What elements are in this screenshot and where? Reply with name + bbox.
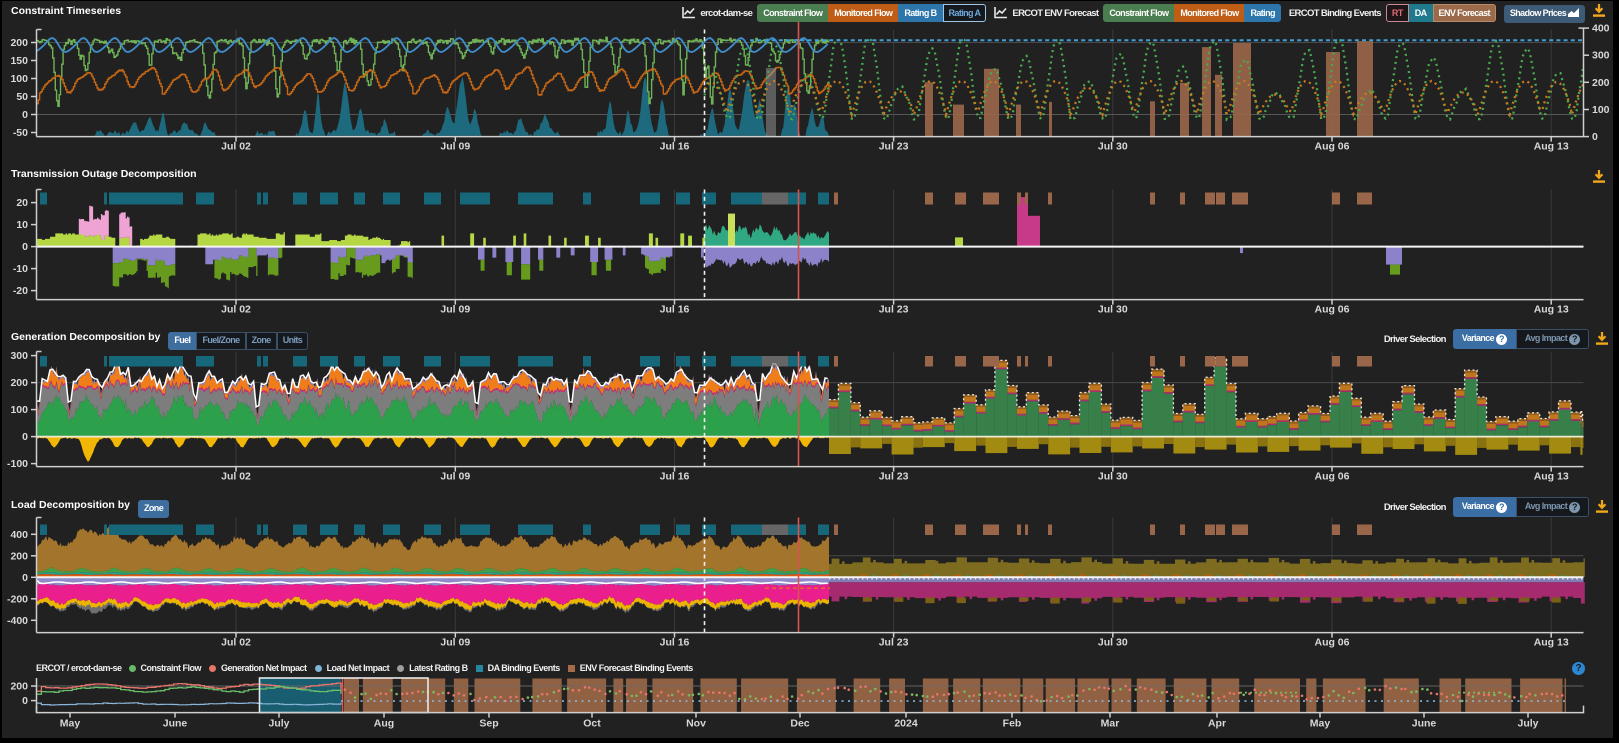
svg-text:Jul 02: Jul 02 — [221, 471, 251, 483]
svg-text:Jul 09: Jul 09 — [440, 141, 470, 153]
svg-text:0: 0 — [1592, 131, 1598, 143]
svg-text:Aug 06: Aug 06 — [1314, 637, 1349, 649]
svg-text:Jul 16: Jul 16 — [660, 141, 690, 153]
svg-text:Jul 30: Jul 30 — [1098, 637, 1128, 649]
svg-text:Aug: Aug — [374, 718, 394, 730]
svg-text:-10: -10 — [13, 263, 28, 275]
svg-text:0: 0 — [22, 431, 28, 443]
svg-text:Jul 09: Jul 09 — [440, 304, 470, 316]
svg-text:Aug 06: Aug 06 — [1314, 471, 1349, 483]
svg-text:200: 200 — [1592, 77, 1610, 89]
svg-text:0: 0 — [22, 241, 28, 253]
svg-text:10: 10 — [16, 219, 28, 231]
svg-text:Jul 02: Jul 02 — [221, 141, 251, 153]
svg-text:Sep: Sep — [479, 718, 498, 730]
svg-text:Aug 13: Aug 13 — [1534, 637, 1569, 649]
svg-text:Jul 23: Jul 23 — [879, 141, 909, 153]
svg-text:Jul 02: Jul 02 — [221, 304, 251, 316]
svg-text:200: 200 — [10, 550, 28, 562]
svg-text:Aug 13: Aug 13 — [1534, 141, 1569, 153]
svg-text:Oct: Oct — [583, 718, 601, 730]
svg-text:June: June — [1412, 718, 1437, 730]
svg-text:200: 200 — [10, 37, 28, 49]
svg-text:100: 100 — [1592, 104, 1610, 116]
svg-text:Jul 30: Jul 30 — [1098, 471, 1128, 483]
svg-text:Jul 30: Jul 30 — [1098, 304, 1128, 316]
svg-text:50: 50 — [16, 91, 28, 103]
svg-text:Dec: Dec — [790, 718, 809, 730]
svg-text:Aug 06: Aug 06 — [1314, 304, 1349, 316]
svg-text:Jul 16: Jul 16 — [660, 304, 690, 316]
svg-text:Jul 09: Jul 09 — [440, 471, 470, 483]
svg-text:-200: -200 — [7, 593, 28, 605]
svg-text:July: July — [1517, 718, 1538, 730]
svg-text:300: 300 — [10, 350, 28, 362]
svg-text:-400: -400 — [7, 615, 28, 627]
svg-text:-50: -50 — [13, 127, 28, 139]
svg-text:May: May — [60, 718, 81, 730]
svg-text:100: 100 — [10, 73, 28, 85]
svg-text:Mar: Mar — [1101, 718, 1120, 730]
svg-text:Aug 06: Aug 06 — [1314, 141, 1349, 153]
svg-text:0: 0 — [22, 109, 28, 121]
svg-text:0: 0 — [22, 572, 28, 584]
svg-text:300: 300 — [1592, 50, 1610, 62]
svg-text:Jul 09: Jul 09 — [440, 637, 470, 649]
svg-text:Jul 16: Jul 16 — [660, 471, 690, 483]
svg-text:Feb: Feb — [1003, 718, 1022, 730]
svg-text:20: 20 — [16, 197, 28, 209]
svg-text:May: May — [1310, 718, 1331, 730]
svg-text:200: 200 — [10, 377, 28, 389]
svg-text:Jul 02: Jul 02 — [221, 637, 251, 649]
svg-text:Aug 13: Aug 13 — [1534, 471, 1569, 483]
svg-text:Jul 23: Jul 23 — [879, 471, 909, 483]
svg-text:Jul 16: Jul 16 — [660, 637, 690, 649]
svg-text:July: July — [268, 718, 289, 730]
svg-text:2024: 2024 — [894, 718, 918, 730]
svg-text:0: 0 — [22, 695, 28, 707]
svg-text:Aug 13: Aug 13 — [1534, 304, 1569, 316]
svg-text:Jul 30: Jul 30 — [1098, 141, 1128, 153]
svg-text:150: 150 — [10, 55, 28, 67]
svg-text:-20: -20 — [13, 285, 28, 297]
svg-text:100: 100 — [10, 404, 28, 416]
svg-text:Nov: Nov — [686, 718, 706, 730]
svg-text:400: 400 — [10, 529, 28, 541]
svg-text:June: June — [163, 718, 188, 730]
svg-text:400: 400 — [1592, 23, 1610, 35]
svg-text:-100: -100 — [7, 458, 28, 470]
svg-text:200: 200 — [10, 681, 28, 693]
svg-text:Jul 23: Jul 23 — [879, 304, 909, 316]
svg-text:Jul 23: Jul 23 — [879, 637, 909, 649]
svg-text:Apr: Apr — [1208, 718, 1226, 730]
